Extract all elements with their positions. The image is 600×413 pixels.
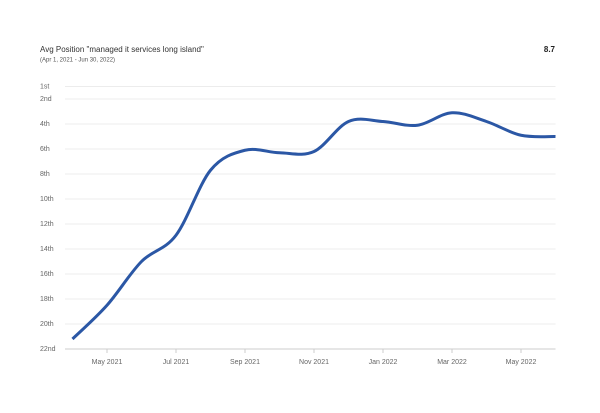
y-tick-label: 20th [40, 321, 54, 328]
x-tick-label: Jul 2021 [163, 359, 190, 366]
x-tick-label: May 2022 [506, 359, 537, 366]
chart-subtitle: (Apr 1, 2021 - Jun 30, 2022) [40, 58, 115, 64]
y-tick-label: 18th [40, 296, 54, 303]
summary-value: 8.7 [544, 45, 556, 54]
x-tick-label: Sep 2021 [230, 359, 260, 366]
y-tick-label: 12th [40, 221, 54, 228]
y-tick-label: 10th [40, 196, 54, 203]
y-tick-label: 22nd [40, 346, 56, 353]
x-tick-label: Nov 2021 [299, 359, 329, 366]
y-tick-label: 14th [40, 246, 54, 253]
y-tick-label: 16th [40, 271, 54, 278]
y-tick-label: 2nd [40, 96, 52, 103]
series-line [71, 111, 556, 341]
x-tick-label: May 2021 [92, 359, 123, 366]
y-tick-label: 4th [40, 121, 50, 128]
y-tick-label: 6th [40, 146, 50, 153]
x-tick-label: Jan 2022 [369, 359, 398, 366]
y-tick-label: 8th [40, 171, 50, 178]
chart-title: Avg Position "managed it services long i… [40, 45, 204, 54]
y-tick-label: 1st [40, 83, 49, 90]
x-tick-label: Mar 2022 [437, 359, 467, 366]
